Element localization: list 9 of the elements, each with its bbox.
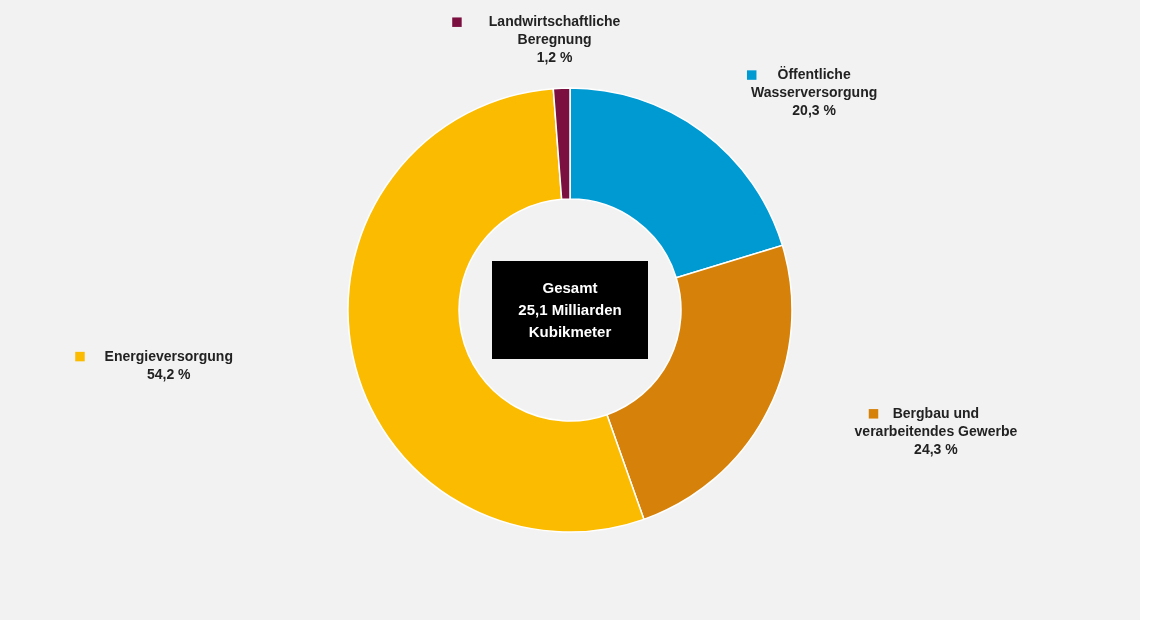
text: Gesamt 25,1 Milliarden Kubikmeter <box>518 279 622 340</box>
data-label: 24,3 % <box>914 440 959 457</box>
data-label: 20,3 % <box>792 102 837 119</box>
legend-label: Öffentliche Wasserversorgung <box>750 66 878 101</box>
legend-label: Energieversorgung <box>104 347 233 364</box>
data-label: 1,2 % <box>536 49 573 66</box>
legend-label: Landwirtschaftliche Beregnung <box>488 13 621 48</box>
legend-label: Bergbau und verarbeitendes Gewerbe <box>854 404 1018 439</box>
data-label: 54,2 % <box>146 365 192 382</box>
